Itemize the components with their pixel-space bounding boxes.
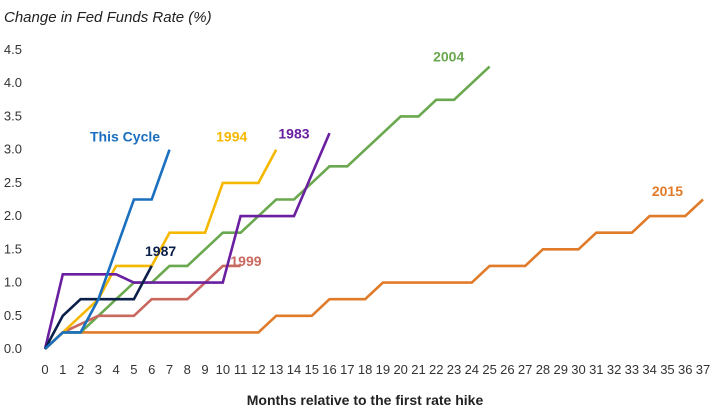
x-tick-label: 2 xyxy=(77,362,84,377)
y-tick-label: 0.0 xyxy=(4,341,22,356)
x-tick-label: 14 xyxy=(287,362,301,377)
x-tick-label: 29 xyxy=(553,362,567,377)
x-tick-label: 8 xyxy=(184,362,191,377)
y-tick-label: 4.5 xyxy=(4,42,22,57)
y-tick-label: 3.0 xyxy=(4,142,22,157)
x-tick-labels: 0 1 2 3 4 5 6 7 8 9 10 11 12 13 14 15 16 17 18 19 20 21 22 23 24… xyxy=(41,362,710,377)
x-tick-label: 15 xyxy=(305,362,319,377)
series-line-2015 xyxy=(44,198,704,350)
x-tick-label: 30 xyxy=(571,362,585,377)
y-tick-label: 2.0 xyxy=(4,208,22,223)
y-axis-title: Change in Fed Funds Rate (%) xyxy=(4,9,212,26)
series-label-1987: 1987 xyxy=(145,243,176,259)
x-tick-label: 11 xyxy=(234,362,248,377)
x-tick-label: 12 xyxy=(251,362,265,377)
x-tick-label: 17 xyxy=(340,362,354,377)
x-tick-label: 28 xyxy=(536,362,550,377)
series-line-this-cycle xyxy=(44,149,171,350)
y-tick-label: 0.5 xyxy=(4,308,22,323)
x-tick-label: 23 xyxy=(447,362,461,377)
series-line-2004 xyxy=(44,65,491,350)
x-tick-label: 37 xyxy=(696,362,710,377)
series-label-1983: 1983 xyxy=(278,125,309,141)
x-tick-label: 7 xyxy=(166,362,173,377)
series-label-1999: 1999 xyxy=(230,253,261,269)
x-axis-title: Months relative to the first rate hike xyxy=(247,392,484,408)
series-label-2004: 2004 xyxy=(433,48,464,64)
series-line-1987 xyxy=(43,265,153,350)
series-label-2015: 2015 xyxy=(652,183,683,199)
y-tick-labels: 0.0 0.5 1.0 1.5 2.0 2.5 3.0 3.5 4.0 4.5 xyxy=(4,42,22,356)
x-tick-label: 24 xyxy=(465,362,479,377)
x-tick-label: 5 xyxy=(130,362,137,377)
y-tick-label: 3.5 xyxy=(4,108,22,123)
y-tick-label: 1.5 xyxy=(4,241,22,256)
x-tick-label: 22 xyxy=(429,362,443,377)
x-tick-label: 27 xyxy=(518,362,532,377)
x-tick-label: 36 xyxy=(678,362,692,377)
x-tick-label: 9 xyxy=(201,362,208,377)
x-tick-label: 35 xyxy=(660,362,674,377)
x-tick-label: 33 xyxy=(625,362,639,377)
x-tick-label: 19 xyxy=(376,362,390,377)
x-tick-label: 21 xyxy=(411,362,425,377)
series-labels: This Cycle 1994 1983 2004 2015 1987 1999 xyxy=(90,48,683,269)
x-tick-label: 6 xyxy=(148,362,155,377)
x-tick-label: 32 xyxy=(607,362,621,377)
x-tick-label: 1 xyxy=(59,362,66,377)
x-tick-label: 13 xyxy=(269,362,283,377)
series-label-1994: 1994 xyxy=(216,128,247,144)
series-label-this-cycle: This Cycle xyxy=(90,128,160,144)
series-lines xyxy=(43,65,704,350)
x-tick-label: 10 xyxy=(216,362,230,377)
x-tick-label: 31 xyxy=(589,362,603,377)
x-tick-label: 34 xyxy=(642,362,656,377)
x-tick-label: 16 xyxy=(322,362,336,377)
x-tick-label: 0 xyxy=(41,362,48,377)
x-tick-label: 4 xyxy=(113,362,120,377)
x-tick-label: 18 xyxy=(358,362,372,377)
x-tick-label: 20 xyxy=(393,362,407,377)
x-tick-label: 26 xyxy=(500,362,514,377)
y-tick-label: 1.0 xyxy=(4,275,22,290)
x-tick-label: 25 xyxy=(482,362,496,377)
series-line-1999 xyxy=(44,264,241,350)
y-tick-label: 4.0 xyxy=(4,75,22,90)
x-tick-label: 3 xyxy=(95,362,102,377)
series-line-1983 xyxy=(43,132,331,350)
y-tick-label: 2.5 xyxy=(4,175,22,190)
